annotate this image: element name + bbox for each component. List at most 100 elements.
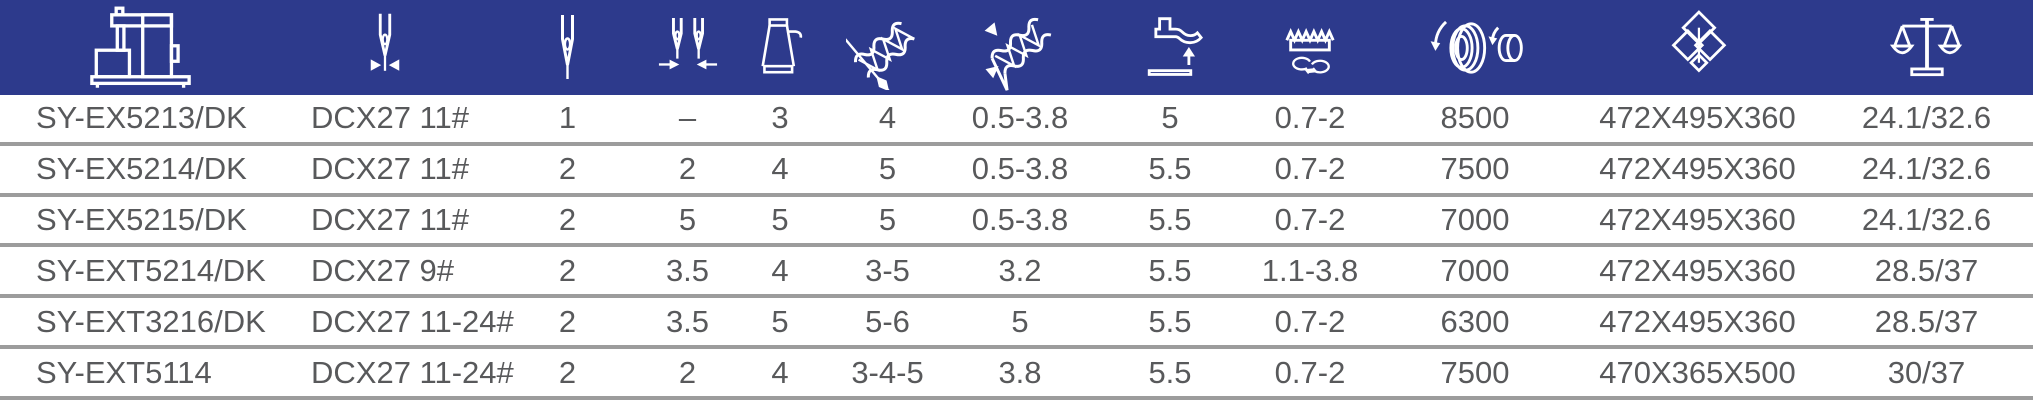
cell-stitch-length: 3.2 [998,252,1042,288]
table-row: SY-EXT5114 DCX27 11-24# 2 2 4 3-4-5 3.8 … [0,349,2033,400]
cell-packing-size: 472X495X360 [1599,303,1796,339]
presser-foot-icon [1147,16,1204,76]
cell-needle-gauge: 3.5 [665,252,710,288]
overedge-stitch-icon [845,21,915,90]
cell-differential-ratio: 0.7-2 [1274,100,1346,136]
cell-needle-gauge: 2 [678,151,697,187]
cell-differential-ratio: 0.7-2 [1274,151,1346,187]
cell-needle-system: DCX27 11# [311,100,469,136]
cell-model: SY-EXT3216/DK [36,303,266,339]
cell-thread-count: 4 [771,354,789,390]
cell-model: SY-EX5215/DK [36,202,247,238]
cell-weight: 28.5/37 [1874,303,1979,339]
cell-presser-foot-lift: 5.5 [1148,252,1192,288]
cell-needle-system: DCX27 11# [311,151,469,187]
cell-stitch-length: 0.5-3.8 [971,151,1069,187]
single-needle-icon [561,14,574,79]
header-cell-needle-gauge [645,0,730,95]
table-row: SY-EX5214/DK DCX27 11# 2 2 4 5 0.5-3.8 5… [0,146,2033,197]
cell-thread-count: 3 [771,100,789,136]
cell-needle-system: DCX27 11-24# [311,354,514,390]
cell-thread-count: 5 [771,303,789,339]
cell-max-speed: 7500 [1440,151,1510,187]
cell-weight: 30/37 [1887,354,1966,390]
cell-stitch-length: 0.5-3.8 [971,202,1069,238]
cell-needle-gauge: 5 [678,202,697,238]
cell-model: SY-EXT5114 [36,354,212,390]
cell-packing-size: 472X495X360 [1599,202,1796,238]
cell-model: SY-EX5213/DK [36,100,247,136]
table-row: SY-EX5213/DK DCX27 11# 1 – 3 4 0.5-3.8 5… [0,95,2033,146]
header-cell-needle-system [280,0,490,95]
cell-needle-system: DCX27 9# [311,252,455,288]
cell-needle-count: 2 [558,151,577,187]
thread-cone-icon [761,17,803,74]
header-cell-needle-count [490,0,645,95]
cell-differential-ratio: 0.7-2 [1274,303,1346,339]
cell-thread-count: 4 [771,151,789,187]
cell-weight: 24.1/32.6 [1861,100,1992,136]
header-cell-model [0,0,280,95]
cell-overedge-width: 5 [878,202,897,238]
cell-needle-count: 2 [558,252,577,288]
stitch-length-icon [984,17,1052,91]
carton-size-icon [1671,9,1726,73]
table-header-row [0,0,2033,95]
header-cell-overedge-width [830,0,945,95]
header-cell-max-speed [1375,0,1575,95]
cell-overedge-width: 5-6 [865,303,910,339]
cell-needle-count: 2 [558,303,577,339]
table-row: SY-EXT5214/DK DCX27 9# 2 3.5 4 3-5 3.2 5… [0,247,2033,299]
needle-gauge-icon [658,17,717,69]
cell-overedge-width: 3-4-5 [851,354,924,390]
cell-needle-count: 2 [558,202,577,238]
cell-weight: 24.1/32.6 [1861,202,1992,238]
cell-thread-count: 4 [771,252,789,288]
cell-weight: 28.5/37 [1874,252,1979,288]
cell-overedge-width: 5 [878,151,897,187]
cell-packing-size: 472X495X360 [1599,252,1796,288]
cell-differential-ratio: 0.7-2 [1274,354,1346,390]
cell-stitch-length: 0.5-3.8 [971,100,1069,136]
cell-model: SY-EX5214/DK [36,151,247,187]
cell-max-speed: 7500 [1440,354,1510,390]
cell-packing-size: 472X495X360 [1599,100,1796,136]
table-body: SY-EX5213/DK DCX27 11# 1 – 3 4 0.5-3.8 5… [0,95,2033,400]
speed-pulley-icon [1430,20,1523,74]
cell-thread-count: 5 [771,202,789,238]
cell-presser-foot-lift: 5.5 [1148,202,1192,238]
header-cell-weight [1820,0,2033,95]
cell-presser-foot-lift: 5.5 [1148,303,1192,339]
cell-presser-foot-lift: 5 [1161,100,1179,136]
cell-needle-count: 1 [558,100,577,136]
header-cell-thread-count [730,0,830,95]
cell-needle-system: DCX27 11# [311,202,469,238]
cell-stitch-length: 5 [1011,303,1029,339]
cell-packing-size: 470X365X500 [1599,354,1796,390]
table-row: SY-EX5215/DK DCX27 11# 2 5 5 5 0.5-3.8 5… [0,197,2033,248]
cell-max-speed: 7000 [1440,252,1510,288]
cell-weight: 24.1/32.6 [1861,151,1992,187]
header-cell-presser-foot-lift [1095,0,1245,95]
cell-packing-size: 472X495X360 [1599,151,1796,187]
table-row: SY-EXT3216/DK DCX27 11-24# 2 3.5 5 5-6 5… [0,298,2033,350]
header-cell-packing-size [1575,0,1820,95]
cell-needle-gauge: 2 [678,354,697,390]
cell-model: SY-EXT5214/DK [36,252,266,288]
cell-needle-system: DCX27 11-24# [311,303,514,339]
cell-needle-gauge: – [678,100,697,136]
cell-differential-ratio: 1.1-3.8 [1261,252,1359,288]
sewing-machine-icon [89,6,191,88]
cell-max-speed: 7000 [1440,202,1510,238]
cell-overedge-width: 4 [878,100,897,136]
cell-max-speed: 8500 [1440,100,1510,136]
scale-icon [1889,17,1962,76]
cell-max-speed: 6300 [1440,303,1510,339]
cell-presser-foot-lift: 5.5 [1148,354,1192,390]
header-cell-stitch-length [945,0,1095,95]
differential-feed-icon [1285,27,1335,74]
cell-differential-ratio: 0.7-2 [1274,202,1346,238]
cell-needle-gauge: 3.5 [665,303,710,339]
header-cell-differential-feed-ratio [1245,0,1375,95]
